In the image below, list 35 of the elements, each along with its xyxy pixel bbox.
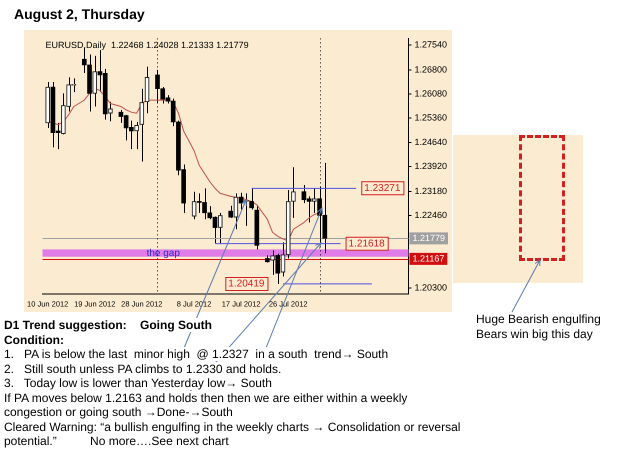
text: Condition: [4, 332, 64, 346]
candlestick [249, 188, 254, 210]
text: 3. Today low is lower than Yesterday low→ South [4, 376, 272, 390]
text: If PA moves below 1.2163 and holds then then we are either within a weekly [4, 390, 408, 404]
y-tick-label: 1.25360 [414, 112, 448, 123]
text: Bears win big this day [476, 327, 594, 342]
text: Huge Bearish engulfing [476, 312, 601, 327]
text: 1. PA is below the last minor high @ 1.2327 in a south trend→ South [4, 347, 388, 361]
annotation: EURUSD.Daily 1.22468 1.24028 1.21333 1.21779 [45, 40, 249, 50]
annotation: 1.23271 [364, 183, 401, 194]
candlestick [228, 205, 234, 218]
ref-line-label: 1.21779 [412, 232, 446, 243]
y-tick-label: 1.23180 [414, 186, 448, 196]
y-tick-label: 1.26080 [414, 88, 448, 99]
candlestick [139, 88, 144, 162]
y-tick-label: 1.24640 [414, 136, 448, 147]
text: potential.” No more….See next chart [4, 434, 229, 448]
candlestick [238, 192, 244, 210]
text: Cleared Warning: “a bullish engulfing in the weekly charts → Consolidation or reversal [4, 420, 460, 434]
annotation: 1.21618 [348, 238, 386, 250]
y-tick-label: 1.26800 [414, 64, 448, 74]
text: congestion or going south →Done-→South [4, 405, 233, 419]
candlestick [291, 166, 296, 218]
annotation: 1.20419 [228, 278, 265, 290]
chart-title: August 2, Thursday [14, 6, 145, 22]
band-label: the gap [146, 248, 180, 259]
y-tick-label: 1.20300 [414, 282, 448, 292]
candlestick [275, 253, 280, 284]
text: 2. Still south unless PA climbs to 1.2330 and holds. [4, 362, 282, 376]
candlestick [144, 66, 150, 114]
y-tick-label: 1.27540 [414, 40, 448, 50]
text: D1 Trend suggestion: Going South [4, 318, 212, 332]
y-tick-label: 1.23920 [414, 161, 448, 172]
ref-line-label: 1.21167 [412, 253, 444, 264]
y-tick-label: 1.22460 [414, 210, 448, 220]
